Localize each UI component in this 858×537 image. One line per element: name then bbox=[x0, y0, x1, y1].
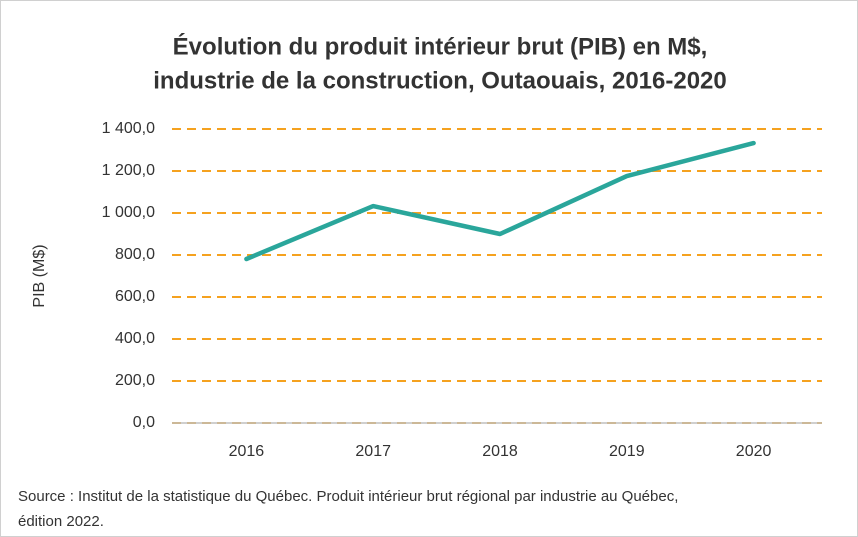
y-tick-label: 0,0 bbox=[133, 414, 155, 431]
source-note: édition 2022. bbox=[18, 513, 104, 530]
y-tick-label: 200,0 bbox=[115, 372, 155, 389]
y-tick-label: 1 400,0 bbox=[102, 120, 155, 137]
y-tick-label: 400,0 bbox=[115, 330, 155, 347]
x-tick-label: 2019 bbox=[609, 443, 645, 460]
y-tick-label: 800,0 bbox=[115, 246, 155, 263]
x-tick-label: 2017 bbox=[355, 443, 391, 460]
y-tick-label: 1 000,0 bbox=[102, 204, 155, 221]
y-tick-label: 1 200,0 bbox=[102, 162, 155, 179]
x-tick-label: 2016 bbox=[229, 443, 265, 460]
y-axis-label: PIB (M$) bbox=[31, 244, 48, 307]
x-tick-label: 2020 bbox=[736, 443, 772, 460]
data-line bbox=[244, 140, 756, 262]
chart-title: Évolution du produit intérieur brut (PIB… bbox=[173, 32, 708, 60]
chart-title: industrie de la construction, Outaouais,… bbox=[153, 67, 727, 94]
source-note: Source : Institut de la statistique du Q… bbox=[18, 488, 678, 505]
x-tick-label: 2018 bbox=[482, 443, 518, 460]
y-tick-label: 600,0 bbox=[115, 288, 155, 305]
